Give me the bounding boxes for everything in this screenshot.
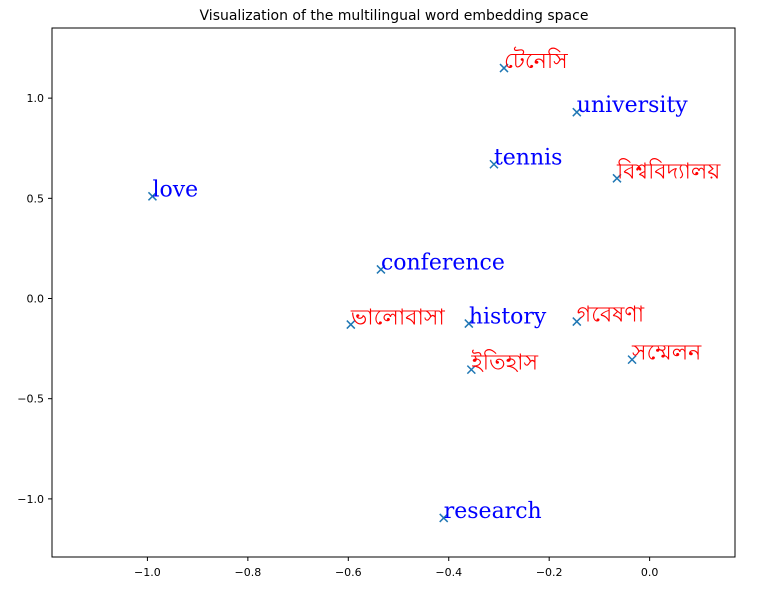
point-label: love bbox=[152, 177, 198, 202]
x-tick-label: −0.2 bbox=[536, 566, 563, 579]
x-tick-label: −0.6 bbox=[335, 566, 362, 579]
y-tick-label: 0.0 bbox=[27, 293, 45, 306]
point-label: গবেষণা bbox=[577, 303, 645, 328]
data-point: love bbox=[147, 177, 198, 202]
point-label: ইতিহাস bbox=[470, 350, 538, 376]
point-label: history bbox=[469, 305, 547, 330]
data-point: সম্মেলন bbox=[627, 341, 702, 366]
x-marker bbox=[627, 355, 637, 365]
data-point: conference bbox=[376, 250, 505, 275]
point-label: সম্মেলন bbox=[631, 341, 702, 366]
chart-title: Visualization of the multilingual word e… bbox=[200, 8, 589, 24]
data-point: history bbox=[464, 305, 547, 330]
x-marker bbox=[346, 320, 356, 330]
x-tick-label: −0.8 bbox=[235, 566, 262, 579]
x-marker bbox=[439, 513, 449, 523]
x-marker bbox=[572, 107, 582, 117]
x-marker bbox=[489, 159, 499, 169]
y-axis: 1.0 0.5 0.0 −0.5 −1.0 bbox=[17, 92, 52, 506]
x-axis: −1.0 −0.8 −0.6 −0.4 −0.2 0.0 bbox=[134, 557, 658, 579]
x-marker bbox=[499, 63, 509, 73]
point-label: টেনেসি bbox=[504, 47, 568, 74]
x-marker bbox=[464, 319, 474, 329]
y-tick-label: −0.5 bbox=[17, 393, 44, 406]
point-label: বিশ্ববিদ্যালয় bbox=[616, 158, 721, 184]
point-label: ভালোবাসা bbox=[350, 306, 446, 331]
x-tick-label: −1.0 bbox=[134, 566, 161, 579]
x-marker bbox=[612, 173, 622, 183]
data-point: tennis bbox=[489, 145, 563, 170]
x-marker bbox=[376, 264, 386, 274]
data-point: বিশ্ববিদ্যালয় bbox=[612, 158, 721, 184]
data-point: ভালোবাসা bbox=[346, 306, 446, 331]
data-point: research bbox=[439, 499, 542, 524]
y-tick-label: 1.0 bbox=[27, 92, 45, 105]
data-point: টেনেসি bbox=[499, 47, 568, 74]
point-label: university bbox=[577, 93, 689, 118]
x-marker bbox=[572, 317, 582, 327]
x-marker bbox=[147, 191, 157, 201]
point-label: tennis bbox=[494, 145, 563, 170]
x-tick-label: −0.4 bbox=[435, 566, 462, 579]
x-marker bbox=[466, 365, 476, 375]
point-label: conference bbox=[381, 250, 505, 275]
points-layer: টেনেসি university tennis বিশ্ববিদ্যালয় love… bbox=[147, 47, 721, 524]
data-point: গবেষণা bbox=[572, 303, 645, 328]
y-tick-label: −1.0 bbox=[17, 493, 44, 506]
point-label: research bbox=[444, 499, 542, 524]
plot-area bbox=[51, 27, 736, 558]
plot-frame bbox=[51, 27, 736, 558]
data-point: university bbox=[572, 93, 689, 118]
x-tick-label: 0.0 bbox=[641, 566, 659, 579]
y-tick-label: 0.5 bbox=[27, 192, 45, 205]
data-point: ইতিহাস bbox=[466, 350, 539, 376]
